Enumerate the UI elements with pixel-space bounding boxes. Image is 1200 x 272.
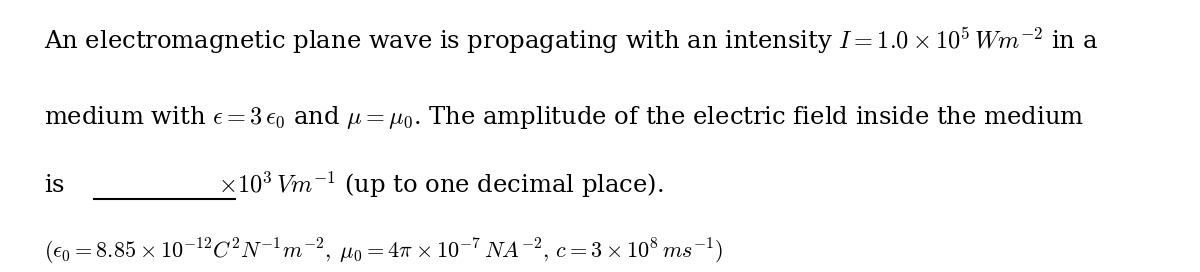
Text: An electromagnetic plane wave is propagating with an intensity $I = 1.0\times10^: An electromagnetic plane wave is propaga… [44, 26, 1098, 56]
Text: is                    $\times10^3\,Vm^{-1}$ (up to one decimal place).: is $\times10^3\,Vm^{-1}$ (up to one deci… [44, 169, 664, 200]
Text: medium with $\epsilon= 3\,\epsilon_0$ and $\mu = \mu_0$. The amplitude of the el: medium with $\epsilon= 3\,\epsilon_0$ an… [44, 104, 1085, 131]
Text: $(\epsilon_0 = 8.85\times10^{-12}C^2N^{-1}m^{-2},\;\mu_0 = 4\pi\times10^{-7}\,NA: $(\epsilon_0 = 8.85\times10^{-12}C^2N^{-… [44, 237, 724, 267]
